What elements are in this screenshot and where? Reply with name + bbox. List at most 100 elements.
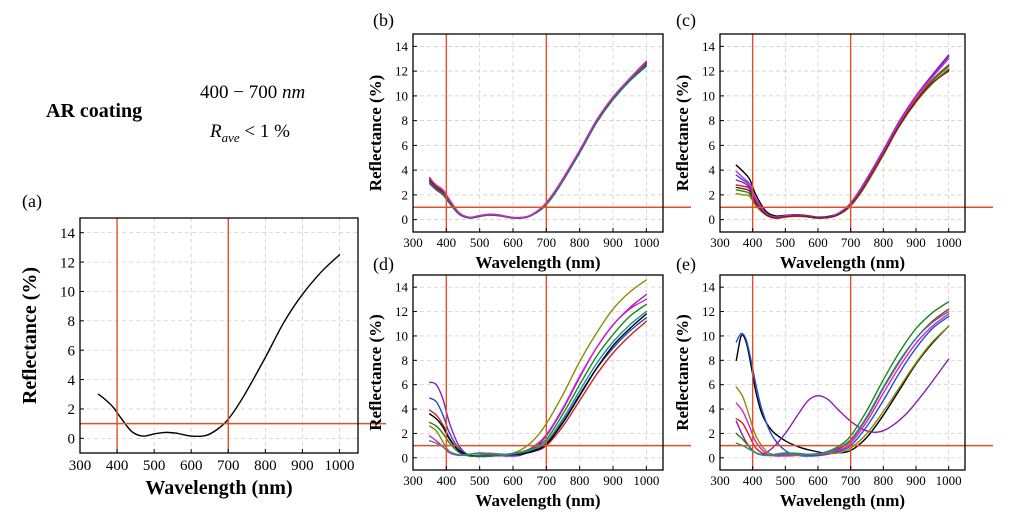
x-tick-label: 500 [143,458,166,474]
annotation-rave-rest: < 1 % [240,121,290,142]
annotation-rave-sub: ave [222,130,240,145]
x-tick-label: 900 [603,235,623,250]
series-line-4 [429,60,647,219]
y-tick-label: 2 [402,187,409,202]
y-tick-label: 6 [709,138,716,153]
x-tick-label: 800 [874,235,894,250]
series-line-3 [735,358,950,456]
y-tick-label: 4 [402,402,409,417]
y-tick-label: 14 [60,226,76,242]
plot-frame [412,33,664,233]
x-tick-label: 300 [710,473,730,488]
x-tick-label: 400 [106,458,129,474]
plot-frame [719,274,966,471]
reference-lines [720,34,993,232]
chart-panel-d: 300 400 500 600 700 800 900 1000 0 2 4 6 8 10 12 14 Wave… [366,254,691,510]
x-tick-label: 500 [470,235,490,250]
y-tick-label: 0 [68,432,76,448]
x-tick-label: 1000 [633,235,659,250]
annotation-range: 400 − 700 nm [200,82,305,103]
y-tick-label: 0 [402,450,409,465]
y-tick-label: 14 [702,39,716,54]
x-tick-label: 500 [776,235,796,250]
series-line-4 [735,54,950,219]
y-axis-title: Reflectance (%) [673,314,692,431]
annotation-range-unit: nm [282,82,305,103]
x-tick-label: 300 [403,235,423,250]
x-axis-title: Wavelength (nm) [475,253,600,272]
series-line-1 [97,254,341,438]
x-tick-label: 700 [217,458,240,474]
x-axis-title: Wavelength (nm) [780,253,905,272]
y-tick-label: 2 [402,426,409,441]
annotation-rave-symbol: R [209,121,222,142]
x-axis-title: Wavelength (nm) [145,477,292,499]
y-tick-label: 4 [68,373,76,389]
y-tick-label: 4 [709,402,716,417]
x-tick-label: 800 [874,473,894,488]
series-line-8 [735,310,950,457]
y-tick-label: 8 [68,314,76,330]
y-tick-label: 0 [709,212,716,227]
y-tick-label: 2 [709,426,716,441]
plot-frame [719,33,966,233]
series-line-5 [429,279,647,457]
series-group [429,60,647,219]
y-tick-label: 2 [68,402,76,418]
series-line-6 [735,301,950,457]
series-line-6 [735,68,950,220]
series-line-7 [735,313,950,457]
y-tick-label: 2 [709,187,716,202]
chart-panel-c: 300 400 500 600 700 800 900 1000 0 2 4 6 8 10 12 14 Wave… [673,10,993,272]
y-tick-label: 10 [395,88,408,103]
series-line-7 [735,58,950,219]
panel-label-a: (a) [22,191,42,212]
x-tick-label: 800 [570,235,590,250]
y-tick-label: 12 [395,304,408,319]
y-tick-label: 6 [68,343,76,359]
series-line-2 [735,55,950,219]
x-tick-label: 1000 [936,235,962,250]
panel-label-e: (e) [676,254,696,275]
x-tick-label: 600 [180,458,203,474]
reference-lines [413,34,691,232]
y-tick-label: 8 [402,353,409,368]
y-tick-label: 14 [702,280,716,295]
y-tick-label: 4 [402,163,409,178]
y-tick-label: 10 [702,328,715,343]
series-line-5 [735,65,950,219]
x-tick-label: 900 [906,235,926,250]
x-tick-label: 500 [776,473,796,488]
y-tick-label: 12 [702,64,715,79]
reference-lines [720,275,993,470]
series-line-1 [429,293,647,457]
annotation-title: AR coating [46,100,142,122]
y-tick-label: 8 [402,113,409,128]
y-axis-title: Reflectance (%) [366,75,385,192]
x-tick-label: 600 [808,235,828,250]
x-tick-label: 500 [470,473,490,488]
x-tick-label: 300 [403,473,423,488]
y-tick-label: 6 [402,138,409,153]
x-tick-label: 900 [291,458,314,474]
x-tick-label: 900 [603,473,623,488]
series-line-2 [735,315,950,457]
series-line-6 [429,298,647,457]
x-tick-label: 400 [437,473,457,488]
series-line-1 [735,325,950,454]
x-tick-label: 1000 [633,473,659,488]
x-tick-label: 300 [69,458,92,474]
y-tick-label: 10 [395,328,408,343]
panel-label-d: (d) [373,254,394,275]
y-axis-title: Reflectance (%) [673,75,692,192]
series-line-3 [429,61,647,219]
x-tick-label: 700 [537,473,557,488]
x-tick-label: 900 [906,473,926,488]
x-tick-label: 400 [743,473,763,488]
x-tick-label: 700 [537,235,557,250]
x-tick-label: 400 [437,235,457,250]
panel-label-b: (b) [373,10,394,31]
reference-lines [413,275,691,470]
annotation-range-text: 400 − 700 [200,82,282,103]
